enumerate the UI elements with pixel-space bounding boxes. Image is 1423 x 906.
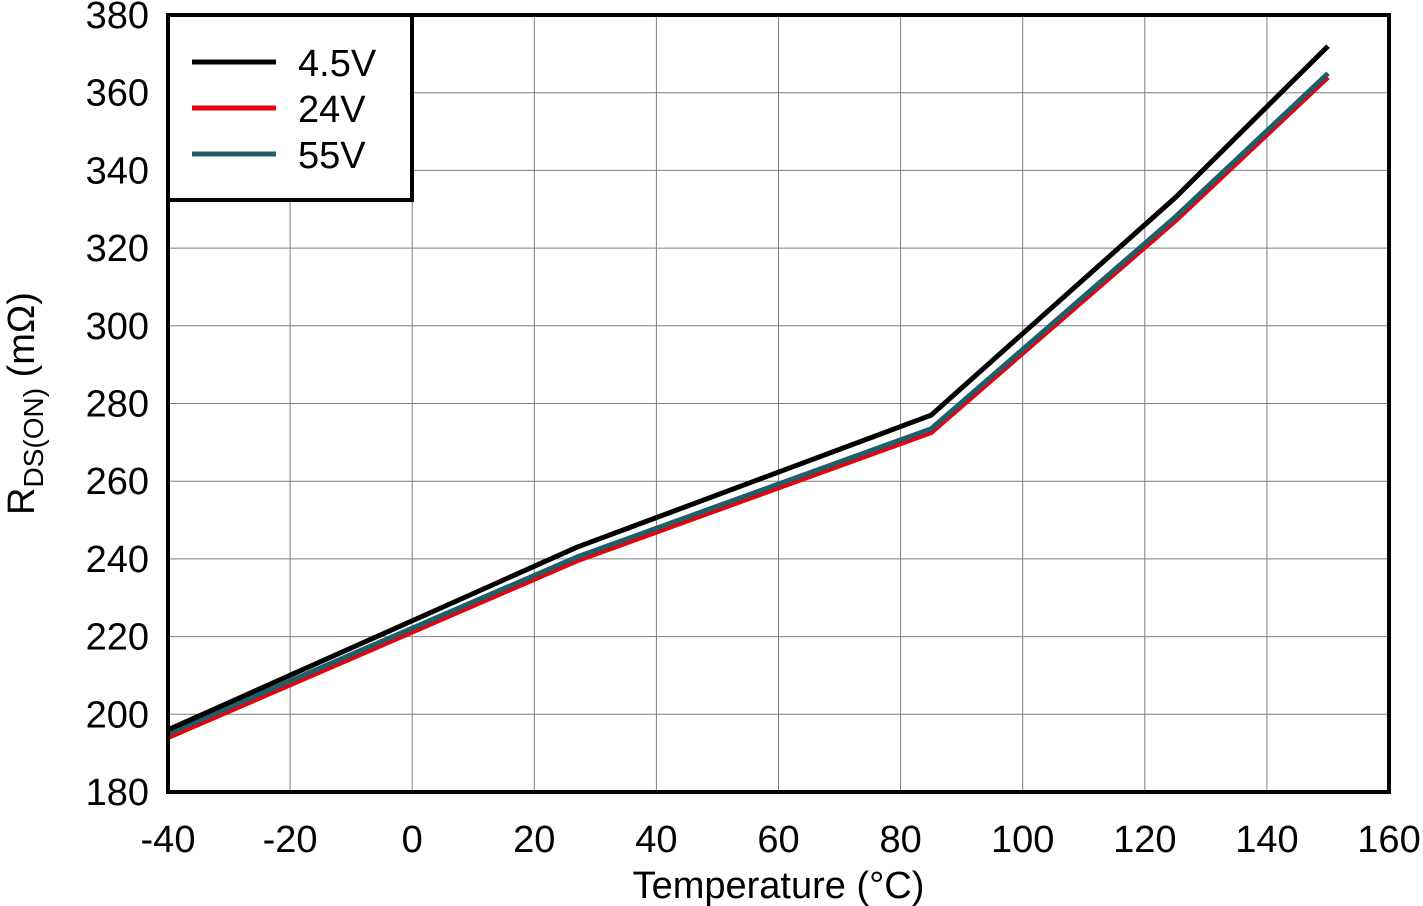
y-axis-label-main: R	[1, 488, 43, 515]
y-tick-label: 340	[86, 150, 149, 192]
x-tick-label: 0	[402, 819, 423, 861]
series-line-24V	[167, 75, 1330, 740]
y-tick-label: 320	[86, 228, 149, 270]
y-tick-label: 300	[86, 306, 149, 348]
x-tick-label: 20	[513, 819, 555, 861]
x-tick-label: 140	[1235, 819, 1298, 861]
y-tick-label: 220	[86, 617, 149, 659]
x-tick-label: 80	[879, 819, 921, 861]
y-tick-label: 260	[86, 461, 149, 503]
x-tick-label: -20	[263, 819, 318, 861]
series-line-55V	[167, 71, 1330, 736]
y-tick-label: 200	[86, 694, 149, 736]
y-axis-label-unit: (mΩ)	[1, 292, 43, 388]
plot-frame	[166, 13, 1391, 794]
y-axis-label: RDS(ON) (mΩ)	[1, 292, 49, 515]
legend-label: 24V	[298, 89, 366, 131]
y-tick-label: 180	[86, 772, 149, 814]
y-tick-label: 240	[86, 539, 149, 581]
x-tick-label: -40	[141, 819, 196, 861]
series-line-4.5V	[166, 44, 1330, 733]
x-tick-label: 120	[1113, 819, 1176, 861]
x-axis-label: Temperature (°C)	[633, 865, 925, 906]
y-tick-label: 280	[86, 384, 149, 426]
x-tick-label: 40	[635, 819, 677, 861]
legend-label: 4.5V	[298, 43, 377, 85]
y-axis-label-subscript: DS(ON)	[18, 388, 49, 488]
x-tick-label: 60	[757, 819, 799, 861]
x-tick-labels: -40 -20 0 20 40 60 80 100 120 140 160	[141, 819, 1421, 861]
y-tick-label: 360	[86, 73, 149, 115]
legend-label: 55V	[298, 135, 366, 177]
x-tick-label: 100	[991, 819, 1054, 861]
y-tick-labels: 180 200 220 240 260 280 300 320 340 360 380	[86, 0, 149, 814]
x-tick-label: 160	[1357, 819, 1420, 861]
series-lines	[166, 44, 1330, 740]
y-tick-label: 380	[86, 0, 149, 37]
